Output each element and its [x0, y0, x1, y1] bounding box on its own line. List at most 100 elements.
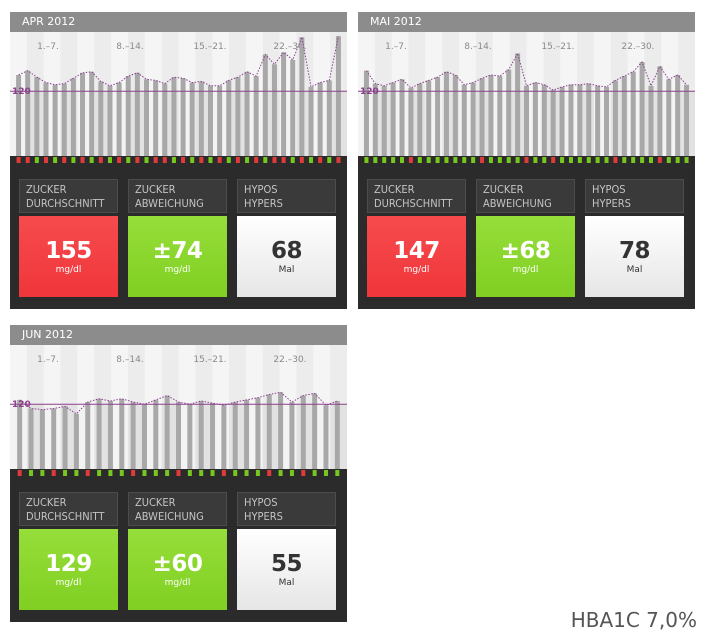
day-marker	[506, 157, 511, 163]
glucose-bar	[130, 402, 136, 469]
day-marker	[34, 157, 39, 163]
day-marker	[171, 157, 176, 163]
day-marker	[309, 157, 314, 163]
glucose-bar	[550, 90, 556, 156]
glucose-bar	[515, 53, 521, 156]
day-marker	[80, 157, 85, 163]
day-marker	[533, 157, 538, 163]
glucose-bar	[399, 79, 405, 156]
target-label: 120	[12, 87, 31, 97]
glucose-bar	[390, 82, 396, 156]
week-tick-label: 1.–7.	[37, 355, 59, 365]
deviation-value-box: ±68 mg/dl	[476, 216, 575, 297]
day-marker	[62, 157, 67, 163]
day-marker	[301, 470, 306, 476]
glucose-bar	[52, 84, 58, 156]
month-header: JUN 2012	[10, 325, 347, 345]
day-marker	[190, 157, 195, 163]
glucose-bar	[271, 64, 277, 156]
glucose-bar	[312, 393, 318, 469]
glucose-bar	[452, 75, 458, 156]
glucose-bar	[176, 402, 181, 469]
day-marker	[244, 470, 249, 476]
deviation-value-box: ±74 mg/dl	[128, 216, 227, 297]
day-marker	[648, 157, 653, 163]
glucose-bar	[73, 413, 79, 469]
glucose-bar	[244, 399, 250, 469]
glucose-bar	[187, 404, 193, 469]
mean-value: 129	[45, 551, 92, 577]
day-marker	[131, 470, 136, 476]
glucose-bar	[443, 71, 449, 156]
deviation-label: ZUCKER ABWEICHUNG	[128, 492, 227, 526]
glucose-bar	[244, 71, 250, 156]
glucose-bar	[334, 400, 340, 469]
glucose-bar	[262, 54, 268, 157]
glucose-bar	[299, 37, 305, 157]
day-marker	[71, 157, 76, 163]
week-tick-label: 8.–14.	[116, 355, 143, 365]
day-marker	[16, 157, 21, 163]
glucose-bar	[98, 81, 104, 156]
glucose-bar	[621, 76, 627, 156]
day-marker	[153, 470, 158, 476]
day-marker	[51, 470, 56, 476]
day-marker	[187, 470, 192, 476]
day-marker	[364, 157, 369, 163]
glucose-bar	[278, 392, 284, 469]
day-marker	[684, 157, 689, 163]
week-tick-label: 22.–30.	[621, 42, 654, 52]
glucose-bar	[639, 62, 645, 156]
glucose-bar	[417, 83, 423, 156]
glucose-bar	[96, 398, 102, 469]
hypos-value: 68	[270, 238, 303, 264]
glucose-bar	[326, 80, 332, 156]
day-marker	[426, 157, 431, 163]
glucose-bar	[171, 77, 177, 156]
chart-stripe	[144, 345, 162, 469]
glucose-bar	[198, 400, 204, 469]
day-marker	[181, 157, 186, 163]
glucose-bar	[568, 84, 574, 156]
glucose-bar	[61, 83, 67, 156]
mean-label: ZUCKER DURCHSCHNITT	[19, 179, 118, 213]
glucose-bar	[89, 71, 95, 156]
stats-tiles: ZUCKER DURCHSCHNITT 129 mg/dl ZUCKER ABWEI…	[19, 492, 337, 612]
week-tick-label: 15.–21.	[193, 355, 226, 365]
glucose-bar	[16, 75, 22, 156]
day-marker	[336, 157, 341, 163]
glucose-bar	[479, 78, 485, 156]
day-marker	[604, 157, 609, 163]
glucose-bar	[107, 85, 113, 156]
glucose-bar	[577, 84, 583, 156]
day-marker	[471, 157, 476, 163]
day-marker	[435, 157, 440, 163]
glucose-bar	[266, 394, 272, 469]
day-marker	[210, 470, 215, 476]
glucose-bar	[217, 85, 223, 156]
glucose-bar	[141, 404, 147, 469]
day-marker	[117, 157, 122, 163]
day-marker	[135, 157, 140, 163]
glucose-chart: 1.–7. 8.–14. 15.–21. 22.–30. 120	[10, 32, 347, 168]
day-marker	[289, 470, 294, 476]
mean-value: 147	[393, 238, 440, 264]
glucose-bar	[470, 82, 476, 156]
mean-unit: mg/dl	[403, 265, 430, 275]
week-tick-label: 8.–14.	[116, 42, 143, 52]
glucose-bar	[675, 75, 681, 156]
glucose-bar	[684, 84, 690, 156]
glucose-bar	[323, 405, 329, 469]
hba1c-summary: HBA1C 7,0%	[570, 608, 697, 632]
day-marker	[631, 157, 636, 163]
month-header: MAI 2012	[358, 12, 695, 32]
day-marker	[382, 157, 387, 163]
stats-tiles: ZUCKER DURCHSCHNITT 147 mg/dl ZUCKER ABWEI…	[367, 179, 685, 299]
hypos-value: 78	[618, 238, 651, 264]
glucose-bar	[125, 76, 131, 156]
glucose-bar	[630, 71, 636, 156]
hypos-label: HYPOS HYPERS	[237, 179, 336, 213]
day-marker	[408, 157, 413, 163]
glucose-bar	[559, 86, 565, 156]
day-marker	[53, 157, 58, 163]
